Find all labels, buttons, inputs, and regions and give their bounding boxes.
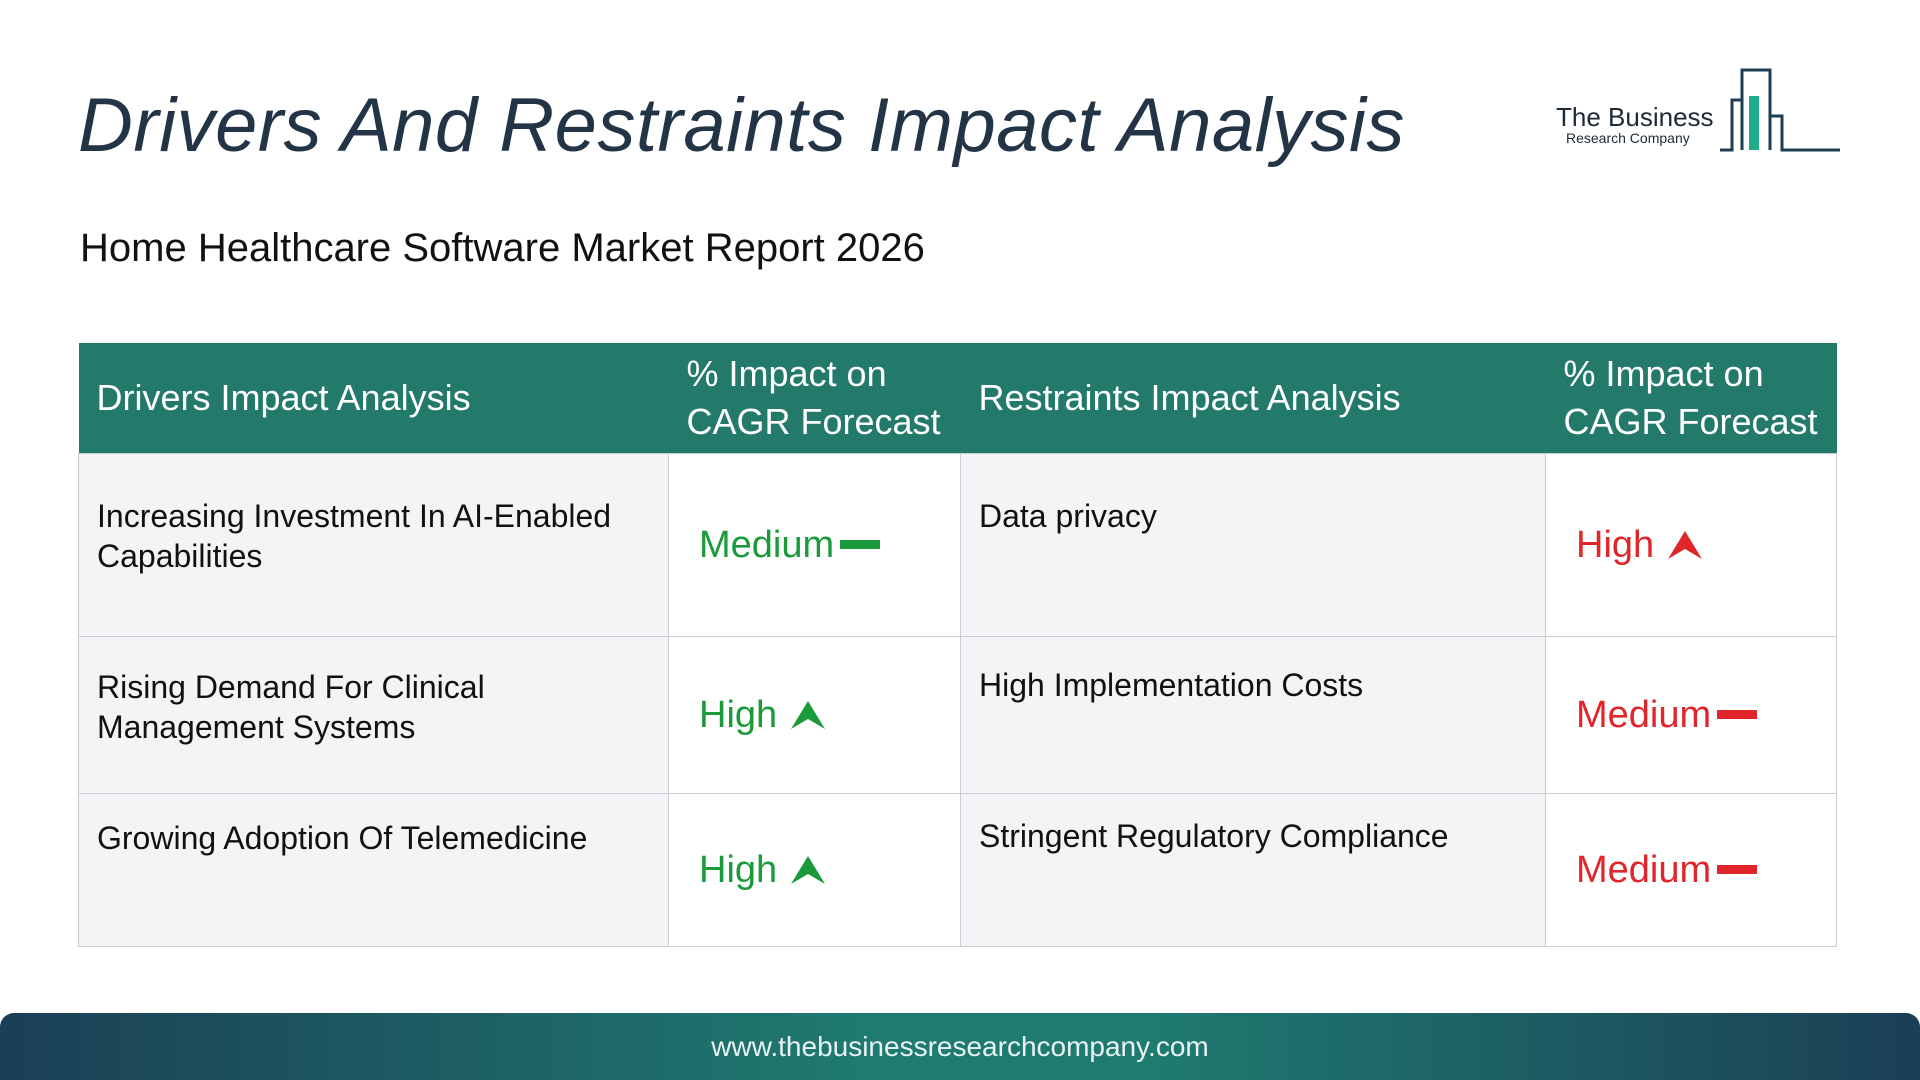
header-restraints-impact: % Impact on CAGR Forecast [1545, 343, 1837, 454]
restraint-impact-label: Medium [1576, 848, 1712, 891]
logo-line2: Research Company [1566, 130, 1690, 146]
arrow-up-icon [791, 855, 826, 884]
table-row: Growing Adoption Of Telemedicine High St… [78, 793, 1837, 947]
table-header-row: Drivers Impact Analysis % Impact on CAGR… [78, 343, 1837, 454]
building-chart-icon [1720, 68, 1840, 152]
restraint-cell: Stringent Regulatory Compliance [960, 793, 1546, 947]
driver-cell: Increasing Investment In AI-Enabled Capa… [78, 453, 669, 637]
footer-bar: www.thebusinessresearchcompany.com [0, 1013, 1920, 1080]
dash-icon [1717, 710, 1758, 719]
restraint-impact-cell: Medium [1545, 793, 1837, 947]
header-drivers: Drivers Impact Analysis [78, 343, 669, 454]
restraint-impact-label: High [1576, 523, 1655, 566]
dash-icon [1717, 865, 1758, 874]
restraint-cell: Data privacy [960, 453, 1546, 637]
footer-url-link[interactable]: www.thebusinessresearchcompany.com [711, 1031, 1209, 1062]
driver-cell: Rising Demand For Clinical Management Sy… [78, 636, 669, 794]
driver-cell: Growing Adoption Of Telemedicine [78, 793, 669, 947]
dash-icon [840, 540, 881, 549]
driver-impact-label: High [699, 693, 778, 736]
company-logo: The Business Research Company [1550, 66, 1840, 156]
impact-table: Drivers Impact Analysis % Impact on CAGR… [78, 343, 1837, 947]
header-restraints: Restraints Impact Analysis [960, 343, 1546, 454]
restraint-cell: High Implementation Costs [960, 636, 1546, 794]
driver-impact-cell: High [668, 793, 961, 947]
table-row: Increasing Investment In AI-Enabled Capa… [78, 453, 1837, 637]
arrow-up-icon [1668, 530, 1703, 559]
header-drivers-impact: % Impact on CAGR Forecast [668, 343, 961, 454]
driver-impact-cell: High [668, 636, 961, 794]
restraint-impact-cell: High [1545, 453, 1837, 637]
table-row: Rising Demand For Clinical Management Sy… [78, 636, 1837, 794]
driver-impact-cell: Medium [668, 453, 961, 637]
restraint-impact-cell: Medium [1545, 636, 1837, 794]
page-title: Drivers And Restraints Impact Analysis [78, 83, 1405, 168]
driver-impact-label: Medium [699, 523, 835, 566]
driver-impact-label: High [699, 848, 778, 891]
logo-line1: The Business [1556, 102, 1714, 132]
arrow-up-icon [791, 700, 826, 729]
report-subtitle: Home Healthcare Software Market Report 2… [80, 226, 925, 270]
restraint-impact-label: Medium [1576, 693, 1712, 736]
